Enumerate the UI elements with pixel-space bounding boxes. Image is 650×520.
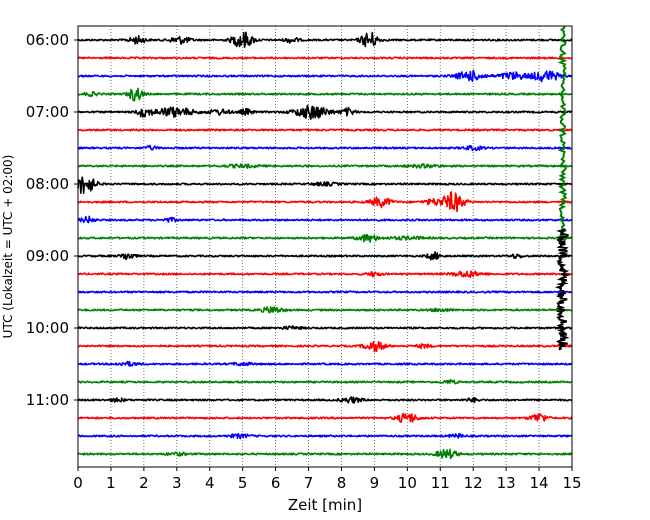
trace-09:30 xyxy=(77,290,573,294)
y-tick-label: 07:00 xyxy=(26,103,69,121)
trace-11:00 xyxy=(77,396,573,404)
x-tick-label: 2 xyxy=(139,474,149,492)
x-tick-label: 4 xyxy=(205,474,215,492)
x-tick-label: 5 xyxy=(238,474,248,492)
trace-08:15 xyxy=(77,191,573,213)
x-tick-label: 10 xyxy=(398,474,417,492)
x-tick-label: 13 xyxy=(497,474,516,492)
y-axis-ticks: 06:00 07:00 08:00 09:00 10:00 11:00 xyxy=(26,31,78,409)
x-tick-label: 14 xyxy=(530,474,549,492)
trace-10:30 xyxy=(77,360,573,367)
trace-09:45 xyxy=(77,306,573,314)
y-tick-label: 11:00 xyxy=(26,391,69,409)
trace-07:45 xyxy=(77,163,573,169)
spike xyxy=(554,228,571,351)
spike-group xyxy=(554,25,571,351)
y-tick-label: 09:00 xyxy=(26,247,69,265)
trace-group xyxy=(77,31,573,460)
trace-08:00 xyxy=(77,176,573,194)
x-tick-label: 6 xyxy=(271,474,281,492)
trace-09:15 xyxy=(77,270,573,279)
trace-08:45 xyxy=(77,233,573,243)
trace-08:30 xyxy=(77,215,573,224)
trace-10:45 xyxy=(77,378,573,385)
x-tick-label: 7 xyxy=(304,474,314,492)
x-tick-label: 3 xyxy=(172,474,182,492)
y-tick-label: 06:00 xyxy=(26,31,69,49)
trace-11:15 xyxy=(77,412,573,423)
x-tick-label: 9 xyxy=(370,474,380,492)
trace-06:30 xyxy=(77,69,573,83)
trace-07:30 xyxy=(77,144,573,152)
y-tick-label: 08:00 xyxy=(26,175,69,193)
x-tick-label: 8 xyxy=(337,474,347,492)
x-axis-ticks: 0 1 2 3 4 5 6 7 8 9 10 11 12 13 14 15 xyxy=(73,467,582,492)
trace-07:00 xyxy=(77,104,573,120)
trace-06:15 xyxy=(77,56,573,60)
trace-06:45 xyxy=(77,87,573,102)
plot-frame xyxy=(77,25,573,468)
x-tick-label: 15 xyxy=(562,474,581,492)
spike xyxy=(557,25,568,246)
trace-10:00 xyxy=(77,325,573,331)
x-tick-label: 0 xyxy=(73,474,83,492)
x-tick-label: 12 xyxy=(464,474,483,492)
trace-06:00 xyxy=(77,31,573,48)
trace-10:15 xyxy=(77,340,573,353)
x-tick-label: 11 xyxy=(431,474,450,492)
x-tick-label: 1 xyxy=(106,474,116,492)
trace-07:15 xyxy=(77,128,573,132)
trace-09:00 xyxy=(77,251,573,261)
x-axis-label: Zeit [min] xyxy=(288,496,362,514)
trace-11:45 xyxy=(77,448,573,460)
y-tick-label: 10:00 xyxy=(26,319,69,337)
y-axis-label: UTC (Lokalzeit = UTC + 02:00) xyxy=(1,155,15,339)
trace-11:30 xyxy=(77,432,573,440)
